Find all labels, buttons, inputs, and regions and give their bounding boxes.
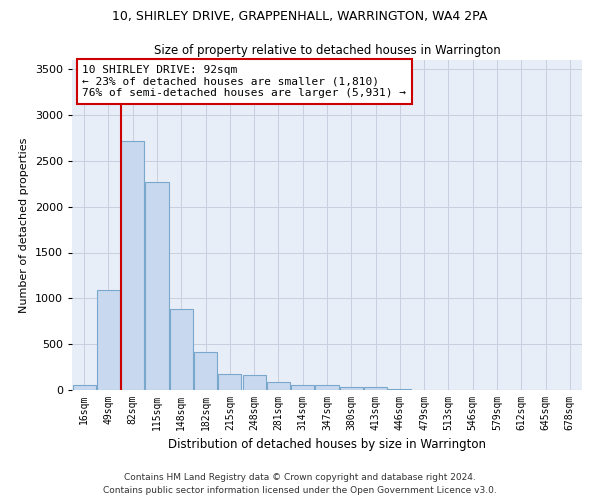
Bar [194, 352, 217, 390]
X-axis label: Distribution of detached houses by size in Warrington: Distribution of detached houses by size … [168, 438, 486, 452]
Bar [364, 387, 387, 390]
Bar [73, 386, 95, 390]
Y-axis label: Number of detached properties: Number of detached properties [19, 138, 29, 312]
Text: 10, SHIRLEY DRIVE, GRAPPENHALL, WARRINGTON, WA4 2PA: 10, SHIRLEY DRIVE, GRAPPENHALL, WARRINGT… [112, 10, 488, 23]
Bar [340, 387, 363, 390]
Text: 10 SHIRLEY DRIVE: 92sqm
← 23% of detached houses are smaller (1,810)
76% of semi: 10 SHIRLEY DRIVE: 92sqm ← 23% of detache… [82, 65, 406, 98]
Bar [121, 140, 144, 390]
Bar [267, 382, 290, 390]
Bar [388, 389, 412, 390]
Bar [218, 374, 241, 390]
Title: Size of property relative to detached houses in Warrington: Size of property relative to detached ho… [154, 44, 500, 58]
Bar [97, 290, 120, 390]
Bar [145, 182, 169, 390]
Text: Contains HM Land Registry data © Crown copyright and database right 2024.
Contai: Contains HM Land Registry data © Crown c… [103, 474, 497, 495]
Bar [242, 376, 266, 390]
Bar [170, 310, 193, 390]
Bar [316, 386, 338, 390]
Bar [291, 384, 314, 390]
